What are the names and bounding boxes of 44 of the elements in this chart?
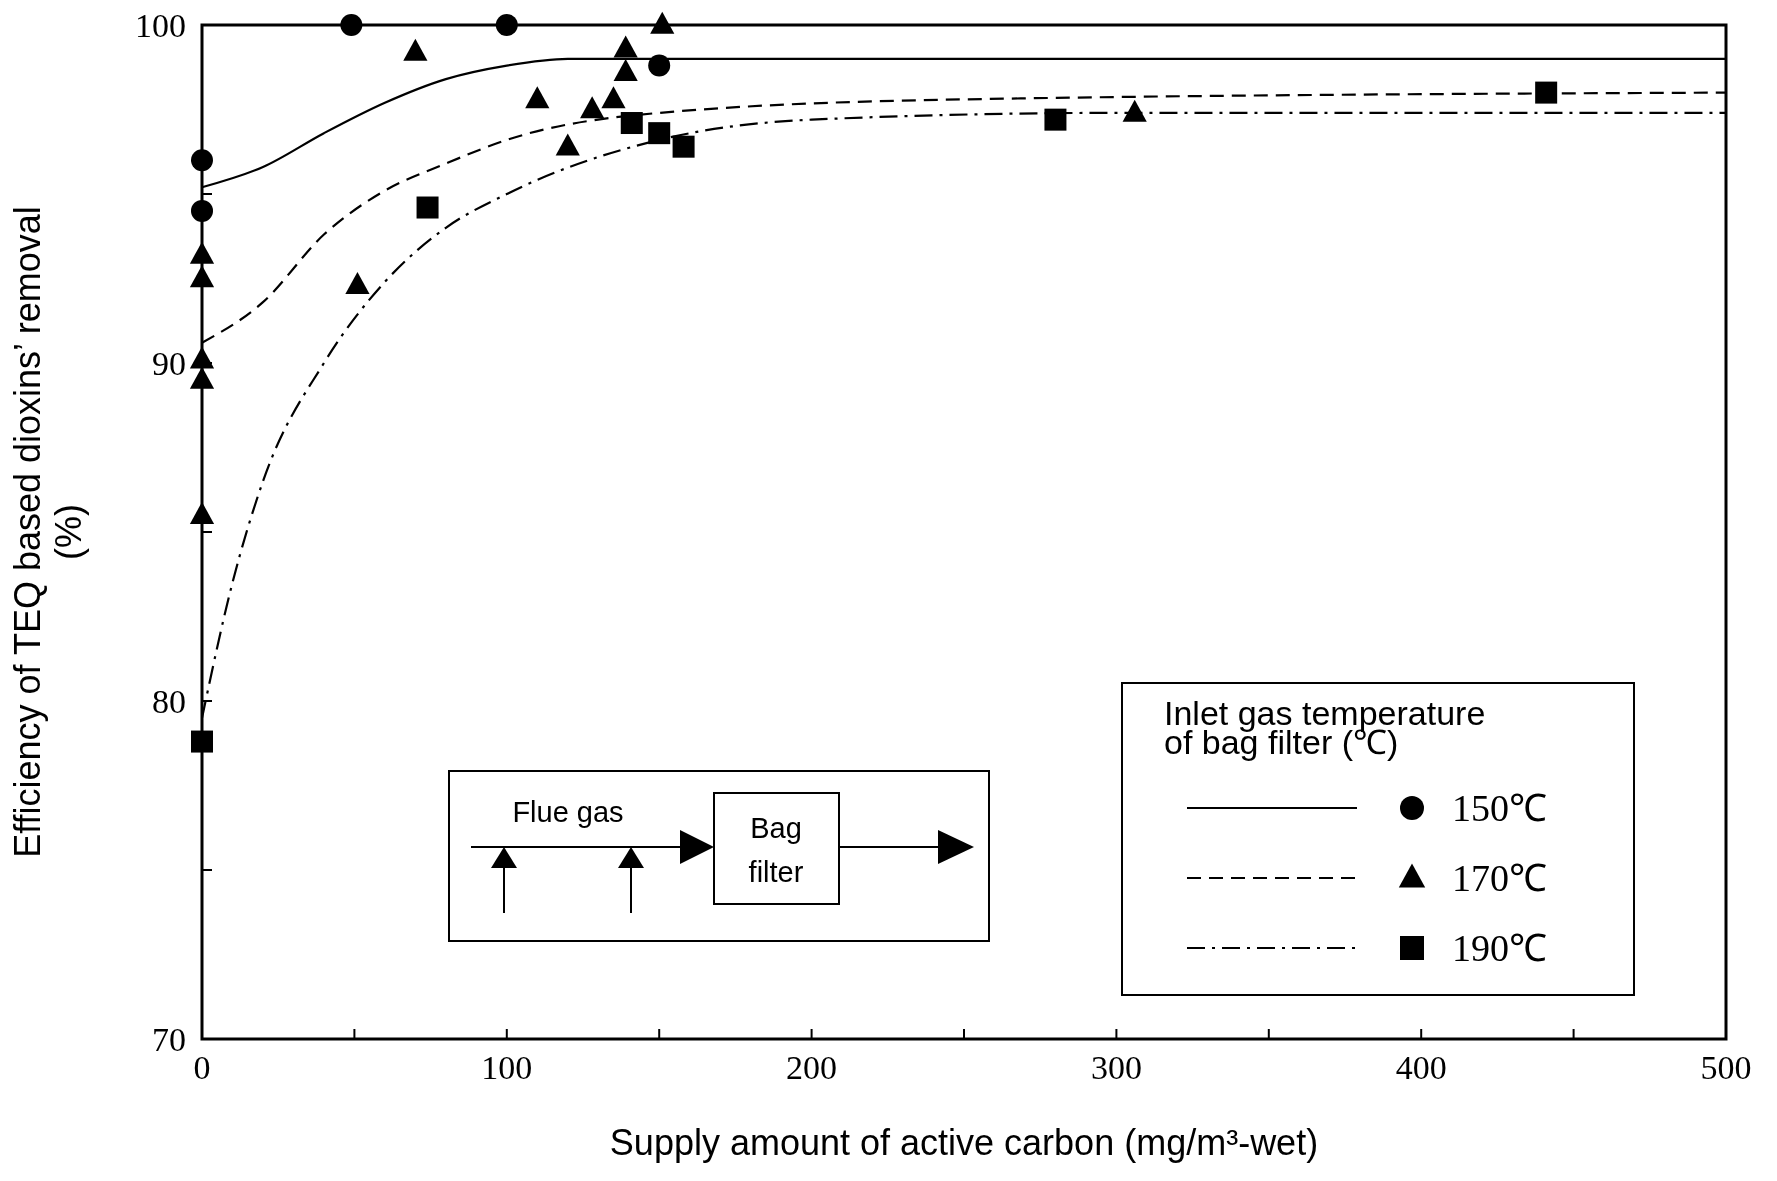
- x-tick-label: 400: [1395, 1049, 1447, 1086]
- point: [601, 86, 626, 109]
- point: [191, 149, 213, 172]
- point: [191, 199, 213, 222]
- point: [403, 38, 428, 61]
- point: [525, 86, 550, 109]
- point: [189, 501, 215, 524]
- point: [580, 96, 605, 119]
- y-tick-label: 70: [152, 1020, 186, 1058]
- point: [648, 54, 671, 77]
- point: [620, 112, 643, 135]
- point: [1535, 81, 1558, 104]
- point: [345, 272, 370, 295]
- point: [189, 241, 215, 264]
- legend-label: 170℃: [1452, 857, 1547, 900]
- point: [672, 135, 695, 158]
- point: [613, 59, 638, 82]
- x-tick-label: 500: [1700, 1049, 1752, 1086]
- point: [650, 11, 675, 34]
- point: [1122, 99, 1147, 122]
- x-tick-label: 0: [193, 1049, 211, 1086]
- legend-label: 150℃: [1452, 787, 1547, 830]
- point: [555, 133, 580, 156]
- legend-label: 190℃: [1452, 927, 1547, 970]
- point: [189, 265, 215, 288]
- x-axis-title: Supply amount of active carbon (mg/m³-wet): [609, 1122, 1319, 1163]
- x-tick-label: 300: [1090, 1049, 1142, 1086]
- point: [416, 196, 439, 219]
- annotation: Flue gas: [512, 796, 624, 828]
- point: [189, 346, 215, 369]
- y-tick-label: 100: [135, 6, 186, 44]
- y-axis-title: Efficiency of TEQ based dioxins’ removal (%): [7, 206, 90, 858]
- y-tick-label: 80: [152, 682, 186, 720]
- x-tick-label: 100: [481, 1049, 533, 1086]
- point: [648, 122, 671, 145]
- point: [613, 35, 638, 58]
- point: [340, 14, 363, 36]
- point: [495, 14, 518, 36]
- y-tick-label: 90: [152, 344, 186, 382]
- point: [189, 366, 215, 389]
- x-tick-label: 200: [786, 1049, 838, 1086]
- legend-title: Inlet gas temperature of bag filter (℃): [1164, 694, 1486, 761]
- annotation: Bag filter: [748, 812, 804, 888]
- point: [1044, 108, 1067, 131]
